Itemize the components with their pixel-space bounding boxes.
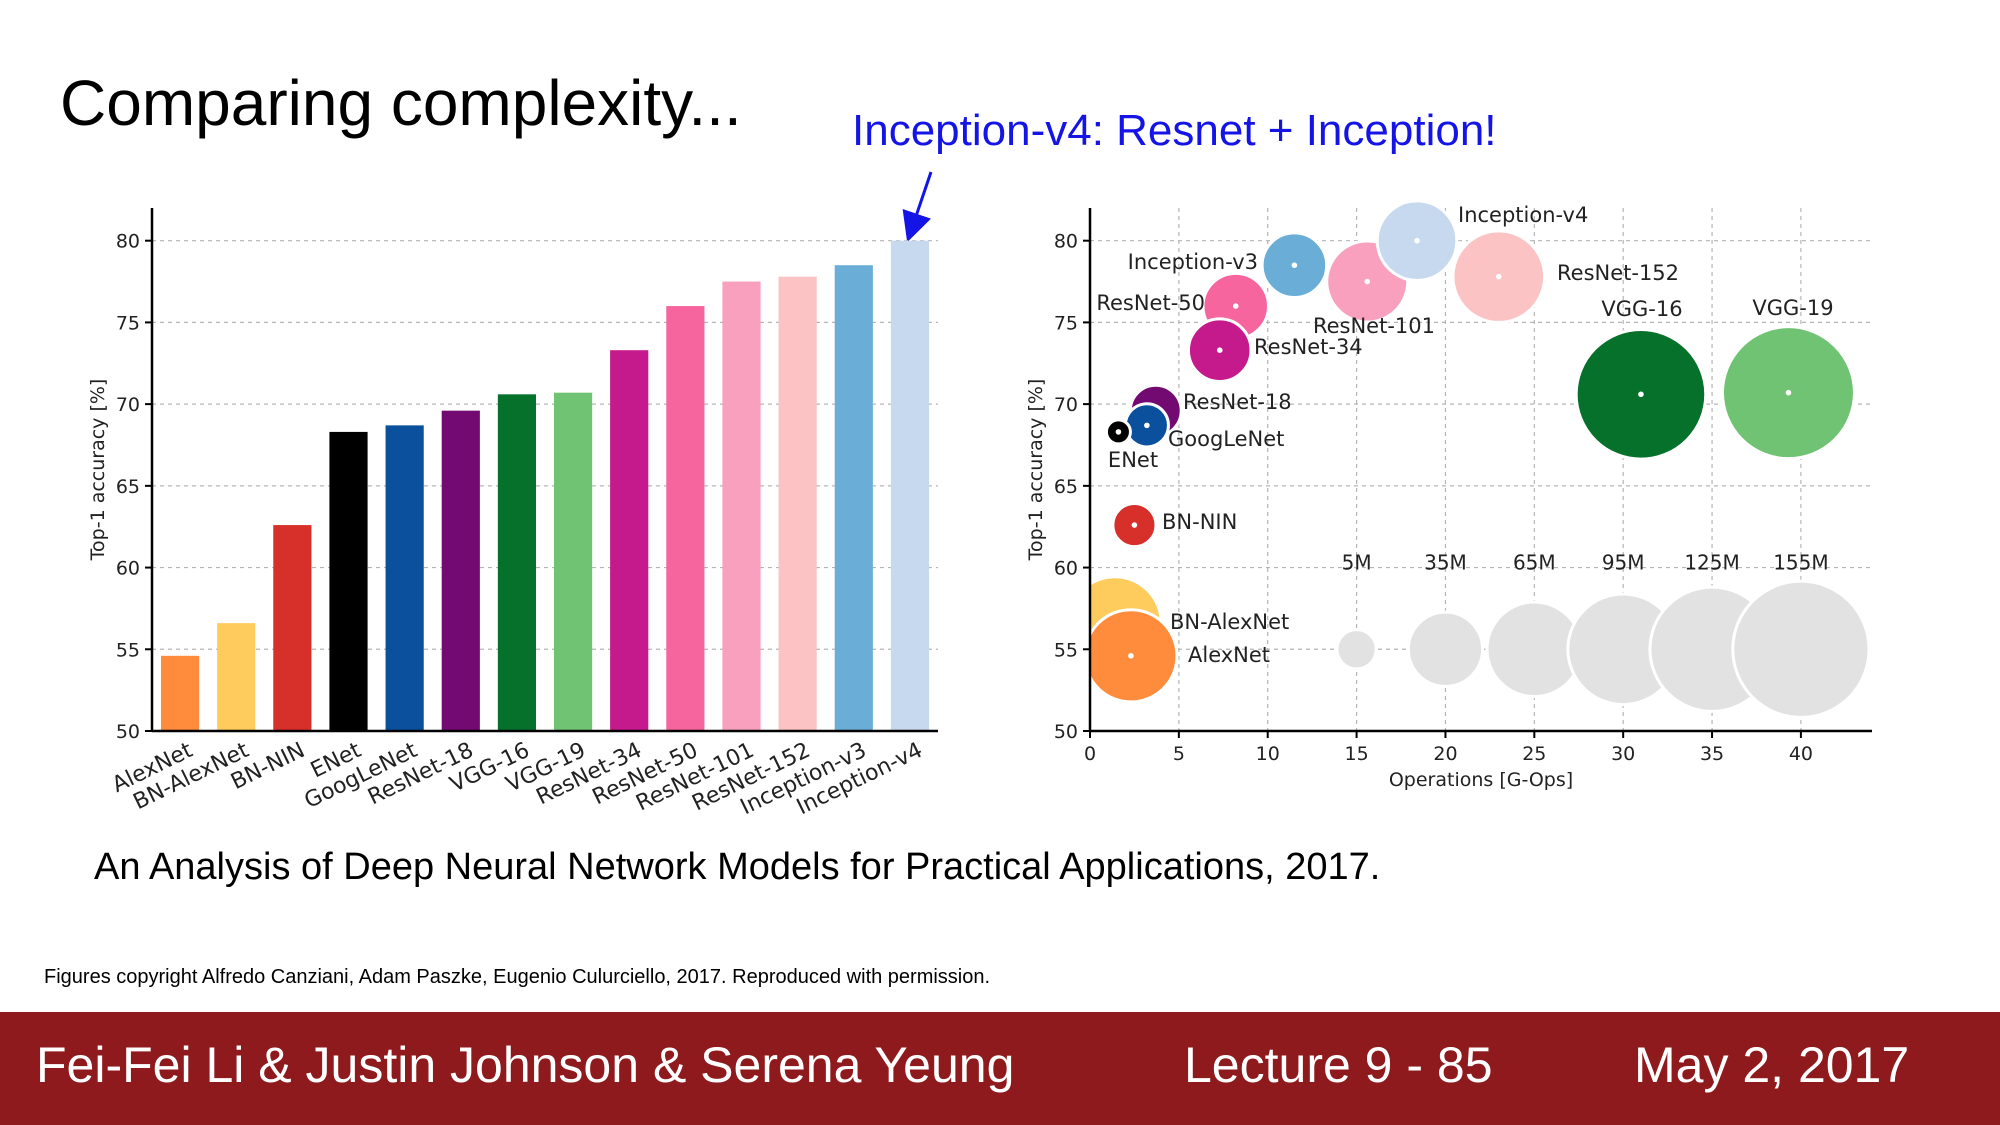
bubble-ytick-label: 50: [1054, 721, 1078, 743]
bubble-center-dot: [1785, 389, 1792, 396]
bubble-ytick-label: 65: [1054, 476, 1078, 498]
bubble-ytick-label: 55: [1054, 639, 1078, 661]
bubble-xtick-label: 15: [1344, 743, 1368, 765]
bar-ytick-label: 80: [116, 231, 140, 253]
bar-resnet-101: [722, 281, 761, 731]
bar-ytick-label: 55: [116, 639, 140, 661]
bubble-ytick-label: 70: [1054, 394, 1078, 416]
bubble-center-dot: [1291, 262, 1298, 269]
bar-enet: [329, 431, 368, 731]
bubble-xtick-label: 30: [1611, 743, 1635, 765]
bubble-center-dot: [1638, 391, 1644, 398]
bar-resnet-34: [610, 350, 649, 731]
bubble-label-enet: ENet: [1108, 448, 1158, 472]
bubble-label-resnet-152: ResNet-152: [1557, 261, 1679, 285]
bubble-label-resnet-18: ResNet-18: [1183, 390, 1292, 414]
bar-bn-alexnet: [217, 623, 256, 731]
callout-arrow: [902, 171, 933, 243]
bar-ytick-label: 60: [116, 558, 140, 580]
bubble-center-dot: [1216, 347, 1223, 353]
size-legend-label: 35M: [1424, 551, 1467, 575]
bubble-label-googlenet: GoogLeNet: [1168, 427, 1284, 451]
bubble-xtick-label: 25: [1522, 743, 1546, 765]
bubble-ytick-label: 75: [1054, 312, 1078, 334]
bar-vgg-16: [497, 394, 537, 731]
charts-canvas: 50556065707580AlexNetBN-AlexNetBN-NINENe…: [87, 171, 1872, 820]
bubble-label-vgg-16: VGG-16: [1601, 297, 1682, 321]
paper-caption: An Analysis of Deep Neural Network Model…: [94, 846, 1381, 888]
footer-bar: Fei-Fei Li & Justin Johnson & Serena Yeu…: [0, 1012, 2000, 1125]
bubble-xtick-label: 10: [1256, 743, 1280, 765]
bubble-center-dot: [1131, 522, 1138, 528]
bar-googlenet: [385, 425, 424, 731]
bubble-label-vgg-19: VGG-19: [1752, 296, 1833, 320]
footer-authors: Fei-Fei Li & Justin Johnson & Serena Yeu…: [36, 1037, 1015, 1093]
bubble-label-resnet-50: ResNet-50: [1096, 291, 1205, 315]
bar-ytick-label: 50: [116, 721, 140, 743]
size-legend-label: 125M: [1684, 551, 1739, 575]
size-legend-bubble: [1731, 579, 1871, 719]
bubble-center-dot: [1495, 273, 1502, 280]
footer-lecture: Lecture 9 - 85: [1184, 1037, 1493, 1093]
bubble-label-resnet-34: ResNet-34: [1254, 335, 1363, 359]
bar-bn-nin: [273, 525, 312, 731]
bar-alexnet: [160, 655, 200, 731]
bubble-center-dot: [1364, 278, 1371, 285]
bar-ytick-label: 65: [116, 476, 140, 498]
bubble-center-dot: [1232, 303, 1239, 309]
bubble-chart: 50 55 60 65 70 75 80 0 5 10 15 20 25 30 35 40 5M 35M 65M 95…: [1025, 199, 1872, 791]
bubble-center-dot: [1128, 653, 1134, 659]
bubble-label-alexnet: AlexNet: [1188, 643, 1270, 667]
size-legend-label: 95M: [1602, 551, 1645, 575]
size-legend-label: 65M: [1513, 551, 1556, 575]
bubble-xtick-label: 35: [1700, 743, 1724, 765]
size-legend-bubble: [1406, 610, 1485, 688]
callout-text: Inception-v4: Resnet + Inception!: [852, 106, 1497, 155]
bubble-x-axis-label: Operations [G-Ops]: [1389, 769, 1573, 791]
bar-inception-v3: [834, 265, 873, 731]
footer-date: May 2, 2017: [1634, 1037, 1910, 1093]
bubble-center-dot: [1144, 422, 1150, 429]
slide-title: Comparing complexity...: [60, 67, 742, 139]
bubble-label-bn-alexnet: BN-AlexNet: [1170, 610, 1289, 634]
bubble-label-resnet-101: ResNet-101: [1313, 314, 1435, 338]
bubble-y-axis-label: Top-1 accuracy [%]: [1025, 379, 1047, 562]
bar-resnet-50: [666, 306, 705, 731]
size-legend-label: 5M: [1342, 551, 1372, 575]
bubble-center-dot: [1115, 429, 1122, 435]
bar-ytick-label: 70: [116, 394, 140, 416]
bar-chart: 50556065707580AlexNetBN-AlexNetBN-NINENe…: [87, 208, 938, 820]
bar-ytick-label: 75: [116, 312, 140, 334]
bar-inception-v4: [890, 240, 930, 731]
bubble-xtick-label: 0: [1084, 743, 1096, 765]
bubble-xtick-label: 40: [1789, 743, 1813, 765]
bubble-label-bn-nin: BN-NIN: [1162, 510, 1237, 534]
size-legend-label: 155M: [1773, 551, 1828, 575]
bubble-label-inception-v3: Inception-v3: [1128, 250, 1258, 274]
size-legend-bubble: [1335, 628, 1378, 671]
bubble-xtick-label: 5: [1173, 743, 1185, 765]
bubble-center-dot: [1414, 237, 1420, 244]
bar-resnet-18: [441, 410, 480, 731]
bubble-label-inception-v4: Inception-v4: [1458, 203, 1588, 227]
copyright-note: Figures copyright Alfredo Canziani, Adam…: [44, 966, 991, 988]
bubble-ytick-label: 80: [1054, 231, 1078, 253]
bar-y-axis-label: Top-1 accuracy [%]: [87, 379, 109, 562]
bar-resnet-152: [778, 276, 817, 731]
bubble-xtick-label: 20: [1433, 743, 1457, 765]
bubble-ytick-label: 60: [1054, 558, 1078, 580]
bubble-markers: [1090, 199, 1871, 719]
bar-vgg-19: [553, 392, 593, 731]
